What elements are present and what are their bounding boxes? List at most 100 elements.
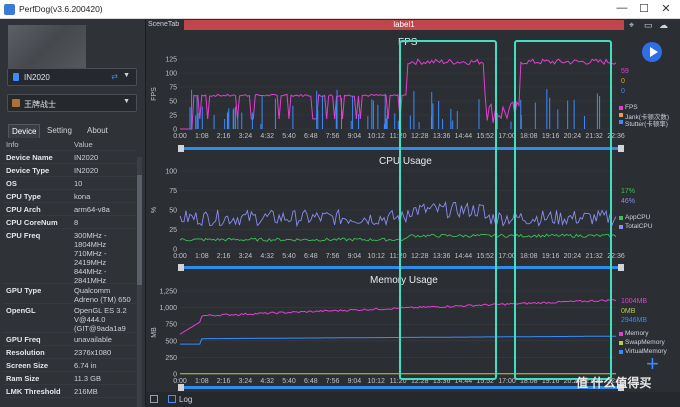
add-icon[interactable]: + bbox=[646, 351, 659, 376]
app-cpu-line bbox=[179, 233, 617, 242]
chevron-down-icon[interactable]: ▼ bbox=[123, 72, 130, 79]
close-button[interactable]: ✕ bbox=[661, 3, 671, 15]
row-key: OS bbox=[6, 179, 17, 188]
highlight-box-1 bbox=[399, 40, 497, 380]
row-value: IN2020 bbox=[74, 166, 99, 175]
x-tick-label: 22:36 bbox=[607, 133, 625, 140]
fps-current-value: 59 bbox=[621, 68, 629, 75]
row-key: Ram Size bbox=[6, 374, 40, 383]
main-panel: SceneTab label1 ⌖ ▭ ☁ FPS CPU Usage Memo… bbox=[146, 19, 680, 407]
app-select-value: 王牌战士 bbox=[24, 100, 56, 109]
watermark: 值 什么值得买 bbox=[576, 376, 652, 390]
memory-legend-swatch bbox=[619, 332, 623, 336]
info-header-key: Info bbox=[6, 140, 19, 149]
swap-icon[interactable]: ⇄ bbox=[111, 72, 118, 81]
slider-handle-right bbox=[618, 384, 624, 391]
tab-setting[interactable]: Setting bbox=[47, 126, 72, 135]
row-value: 10 bbox=[74, 179, 83, 188]
play-button[interactable] bbox=[642, 42, 662, 62]
maximize-button[interactable]: ☐ bbox=[639, 3, 649, 15]
app-select[interactable]: 王牌战士 ▼ bbox=[7, 94, 137, 112]
x-tick-label: 5:40 bbox=[282, 253, 296, 260]
expand-toggle[interactable] bbox=[150, 395, 158, 403]
bottom-bar: Log bbox=[146, 392, 680, 407]
x-tick-label: 11:20 bbox=[390, 133, 407, 140]
tab-device[interactable]: Device bbox=[8, 124, 41, 138]
table-row: Screen Size 6.74 in bbox=[3, 359, 136, 372]
cpu-legend-total: TotalCPU bbox=[625, 223, 653, 230]
location-icon[interactable]: ⌖ bbox=[629, 20, 635, 30]
x-tick-label: 6:48 bbox=[304, 378, 318, 385]
x-tick-label: 13:36 bbox=[433, 378, 451, 385]
table-row: CPU Arch arm64-v8a bbox=[3, 203, 136, 216]
total-cpu-line bbox=[179, 200, 617, 228]
y-tick-label: 75 bbox=[169, 85, 177, 92]
title-bar: PerfDog(v3.6.200420) — ☐ ✕ bbox=[0, 0, 680, 19]
device-select-value: IN2020 bbox=[24, 73, 50, 82]
window-title: PerfDog(v3.6.200420) bbox=[19, 4, 103, 14]
row-key: CPU Freq bbox=[6, 231, 41, 240]
x-tick-label: 18:08 bbox=[520, 133, 538, 140]
x-tick-label: 10:12 bbox=[367, 133, 385, 140]
x-tick-label: 1:08 bbox=[195, 378, 209, 385]
x-tick-label: 11:20 bbox=[390, 378, 407, 385]
scrollbar-thumb[interactable] bbox=[137, 175, 142, 285]
x-tick-label: 9:04 bbox=[348, 133, 362, 140]
y-tick-label: 100 bbox=[165, 71, 177, 78]
y-tick-label: 100 bbox=[165, 169, 177, 176]
swap-memory-value: 0MB bbox=[621, 308, 636, 315]
cpu-legend-app: AppCPU bbox=[625, 214, 651, 221]
y-tick-label: 1,250 bbox=[159, 289, 177, 296]
table-row: OpenGL OpenGL ES 3.2 V@444.0 (GIT@9ada1a9 bbox=[3, 304, 136, 333]
row-value: 8 bbox=[74, 218, 79, 227]
cloud-icon[interactable]: ☁ bbox=[659, 20, 668, 30]
x-tick-label: 19:16 bbox=[542, 253, 560, 260]
info-header-value: Value bbox=[74, 140, 93, 149]
minimize-button[interactable]: — bbox=[616, 2, 628, 14]
row-value: 11.3 GB bbox=[74, 374, 101, 383]
chevron-down-icon[interactable]: ▼ bbox=[123, 98, 130, 105]
table-row: OS 10 bbox=[3, 177, 136, 190]
info-scrollbar[interactable] bbox=[137, 157, 142, 407]
slider-handle-left bbox=[178, 384, 184, 391]
log-checkbox[interactable] bbox=[168, 395, 176, 403]
x-tick-label: 6:48 bbox=[304, 253, 318, 260]
mem-legend-swap: SwapMemory bbox=[625, 339, 665, 346]
y-tick-label: 0 bbox=[173, 372, 177, 379]
scene-tab[interactable]: SceneTab bbox=[148, 21, 180, 28]
x-tick-label: 17:00 bbox=[498, 133, 516, 140]
folder-icon[interactable]: ▭ bbox=[644, 20, 653, 30]
mem-legend-memory: Memory bbox=[625, 330, 649, 337]
x-tick-label: 11:20 bbox=[390, 253, 407, 260]
x-tick-label: 21:32 bbox=[585, 378, 603, 385]
x-tick-label: 15:52 bbox=[476, 133, 494, 140]
device-select[interactable]: IN2020 ⇄ ▼ bbox=[7, 68, 137, 86]
stutter-legend-swatch bbox=[619, 120, 623, 124]
row-value: Qualcomm Adreno (TM) 650 bbox=[74, 286, 131, 304]
row-key: GPU Type bbox=[6, 286, 42, 295]
x-tick-label: 2:16 bbox=[217, 253, 231, 260]
table-row: GPU Type Qualcomm Adreno (TM) 650 bbox=[3, 284, 136, 304]
x-tick-label: 7:56 bbox=[326, 378, 340, 385]
y-axis-label: FPS bbox=[151, 87, 158, 101]
fps-series-line bbox=[180, 58, 617, 130]
row-key: LMK Threshold bbox=[6, 387, 61, 396]
y-tick-label: 50 bbox=[169, 208, 177, 215]
table-row: Resolution 2376x1080 bbox=[3, 346, 136, 359]
row-value: 6.74 in bbox=[74, 361, 97, 370]
row-key: GPU Freq bbox=[6, 335, 41, 344]
totalcpu-legend-swatch bbox=[619, 225, 623, 229]
row-value: IN2020 bbox=[74, 153, 99, 162]
tab-about[interactable]: About bbox=[87, 126, 108, 135]
label-bar[interactable]: label1 bbox=[184, 20, 624, 30]
x-tick-label: 7:56 bbox=[326, 253, 340, 260]
x-tick-label: 17:00 bbox=[498, 378, 516, 385]
slider-handle-right bbox=[618, 264, 624, 271]
y-axis-label: MB bbox=[151, 327, 158, 338]
x-tick-label: 12:28 bbox=[411, 133, 429, 140]
row-value: kona bbox=[74, 192, 91, 201]
memory-chart-title: Memory Usage bbox=[370, 275, 438, 286]
table-row: Ram Size 11.3 GB bbox=[3, 372, 136, 385]
info-table: Info Value Device Name IN2020 Device Type… bbox=[3, 138, 136, 398]
x-tick-label: 21:32 bbox=[585, 253, 603, 260]
